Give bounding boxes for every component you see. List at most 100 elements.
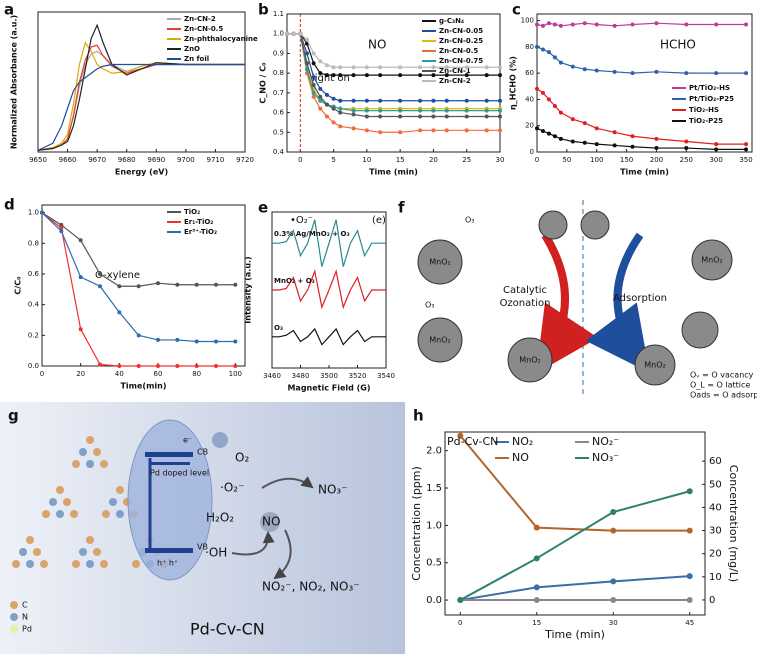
- point: [78, 238, 83, 243]
- atom: [12, 560, 20, 568]
- legend-label: Zn-CN-0.5: [439, 47, 478, 55]
- point: [398, 130, 403, 135]
- point: [464, 128, 469, 133]
- electron: e⁻: [183, 436, 192, 445]
- legend-title: Pd-Cv-CN: [447, 435, 498, 448]
- atom: [109, 498, 117, 506]
- point: [498, 73, 502, 78]
- x-tick-label: 100: [229, 370, 242, 378]
- key: Oᵥ = O vacancy: [690, 371, 754, 380]
- y-tick-label: 0.4: [28, 301, 40, 309]
- panel-label: f: [398, 199, 405, 217]
- y-tick-label: 0.8: [28, 239, 39, 247]
- point: [175, 282, 180, 287]
- legend-label: Zn foil: [184, 55, 209, 63]
- point: [136, 333, 141, 338]
- x-tick-label: 9720: [236, 156, 254, 164]
- atom: [86, 536, 94, 544]
- point: [318, 71, 323, 76]
- point: [546, 50, 551, 55]
- point: [654, 146, 659, 151]
- y-tick-label: 100: [521, 17, 534, 25]
- point: [324, 102, 329, 107]
- point: [594, 142, 599, 147]
- atom: [70, 510, 78, 518]
- atom: [49, 498, 57, 506]
- point: [444, 98, 449, 103]
- point: [331, 73, 336, 78]
- point: [684, 22, 689, 27]
- point: [484, 73, 489, 78]
- point: [558, 110, 563, 115]
- point: [156, 364, 160, 368]
- legend-label: Er₁-TiO₂: [184, 218, 213, 226]
- point: [78, 327, 83, 332]
- point: [464, 98, 469, 103]
- x-tick-label: 9650: [29, 156, 47, 164]
- point: [498, 98, 502, 103]
- y2-tick-label: 20: [709, 549, 722, 560]
- atom: [102, 510, 110, 518]
- x-tick-label: 9690: [147, 156, 165, 164]
- x-axis-label: Time (min): [544, 628, 605, 641]
- atom: [26, 560, 34, 568]
- y-tick-label: 1.5: [426, 483, 442, 494]
- x-tick-label: 9710: [207, 156, 225, 164]
- x-axis-label: Energy (eV): [115, 168, 168, 177]
- point: [378, 130, 383, 135]
- point: [304, 51, 309, 56]
- point: [484, 128, 489, 133]
- atom: [116, 510, 124, 518]
- atom: [56, 510, 64, 518]
- atom: [86, 560, 94, 568]
- point: [630, 134, 635, 139]
- plot-frame: [37, 11, 246, 153]
- site-label: MnO₂: [429, 258, 450, 267]
- legend-label: Zn-phthalocyanine: [184, 35, 258, 43]
- point: [464, 73, 469, 78]
- point: [582, 21, 587, 26]
- atom: [79, 548, 87, 556]
- point: [318, 106, 323, 111]
- y-tick-label: 0.6: [28, 270, 40, 278]
- point: [331, 65, 336, 70]
- point: [398, 114, 403, 119]
- point: [540, 23, 545, 28]
- atom: [116, 486, 124, 494]
- y2-tick-label: 50: [709, 479, 722, 490]
- point: [136, 364, 141, 368]
- point: [378, 73, 383, 78]
- point: [233, 339, 238, 344]
- point: [324, 92, 329, 97]
- key-label: C: [22, 601, 28, 610]
- x-tick-label: 50: [562, 156, 571, 164]
- point: [533, 555, 540, 562]
- band-label: CB: [197, 448, 208, 457]
- y-tick-label: 0.0: [426, 595, 442, 606]
- y-axis-label: η_HCHO (%): [509, 56, 518, 110]
- species: ·OH: [205, 546, 227, 560]
- point: [418, 108, 423, 113]
- y-tick-label: 1.1: [273, 10, 284, 18]
- x-tick-label: 3500: [320, 372, 338, 380]
- x-tick-label: 5: [331, 156, 335, 164]
- point: [324, 63, 329, 68]
- x-tick-label: 9680: [118, 156, 136, 164]
- x-axis-label: Time(min): [120, 382, 166, 391]
- atom: [72, 560, 80, 568]
- point: [285, 31, 289, 36]
- x-axis-label: Time (min): [620, 168, 669, 177]
- atom: [72, 460, 80, 468]
- y2-tick-label: 40: [709, 502, 722, 513]
- point: [570, 139, 575, 144]
- point: [175, 364, 180, 368]
- y-tick-label: 0.5: [273, 128, 284, 136]
- point: [311, 61, 316, 66]
- plot-frame: [286, 13, 501, 153]
- y-tick-label: 0.5: [426, 558, 442, 569]
- x-tick-label: 100: [590, 156, 603, 164]
- legend-label: TiO₂: [184, 208, 200, 216]
- point: [418, 98, 423, 103]
- step-label: Ozonation: [500, 298, 551, 309]
- atom: [100, 560, 108, 568]
